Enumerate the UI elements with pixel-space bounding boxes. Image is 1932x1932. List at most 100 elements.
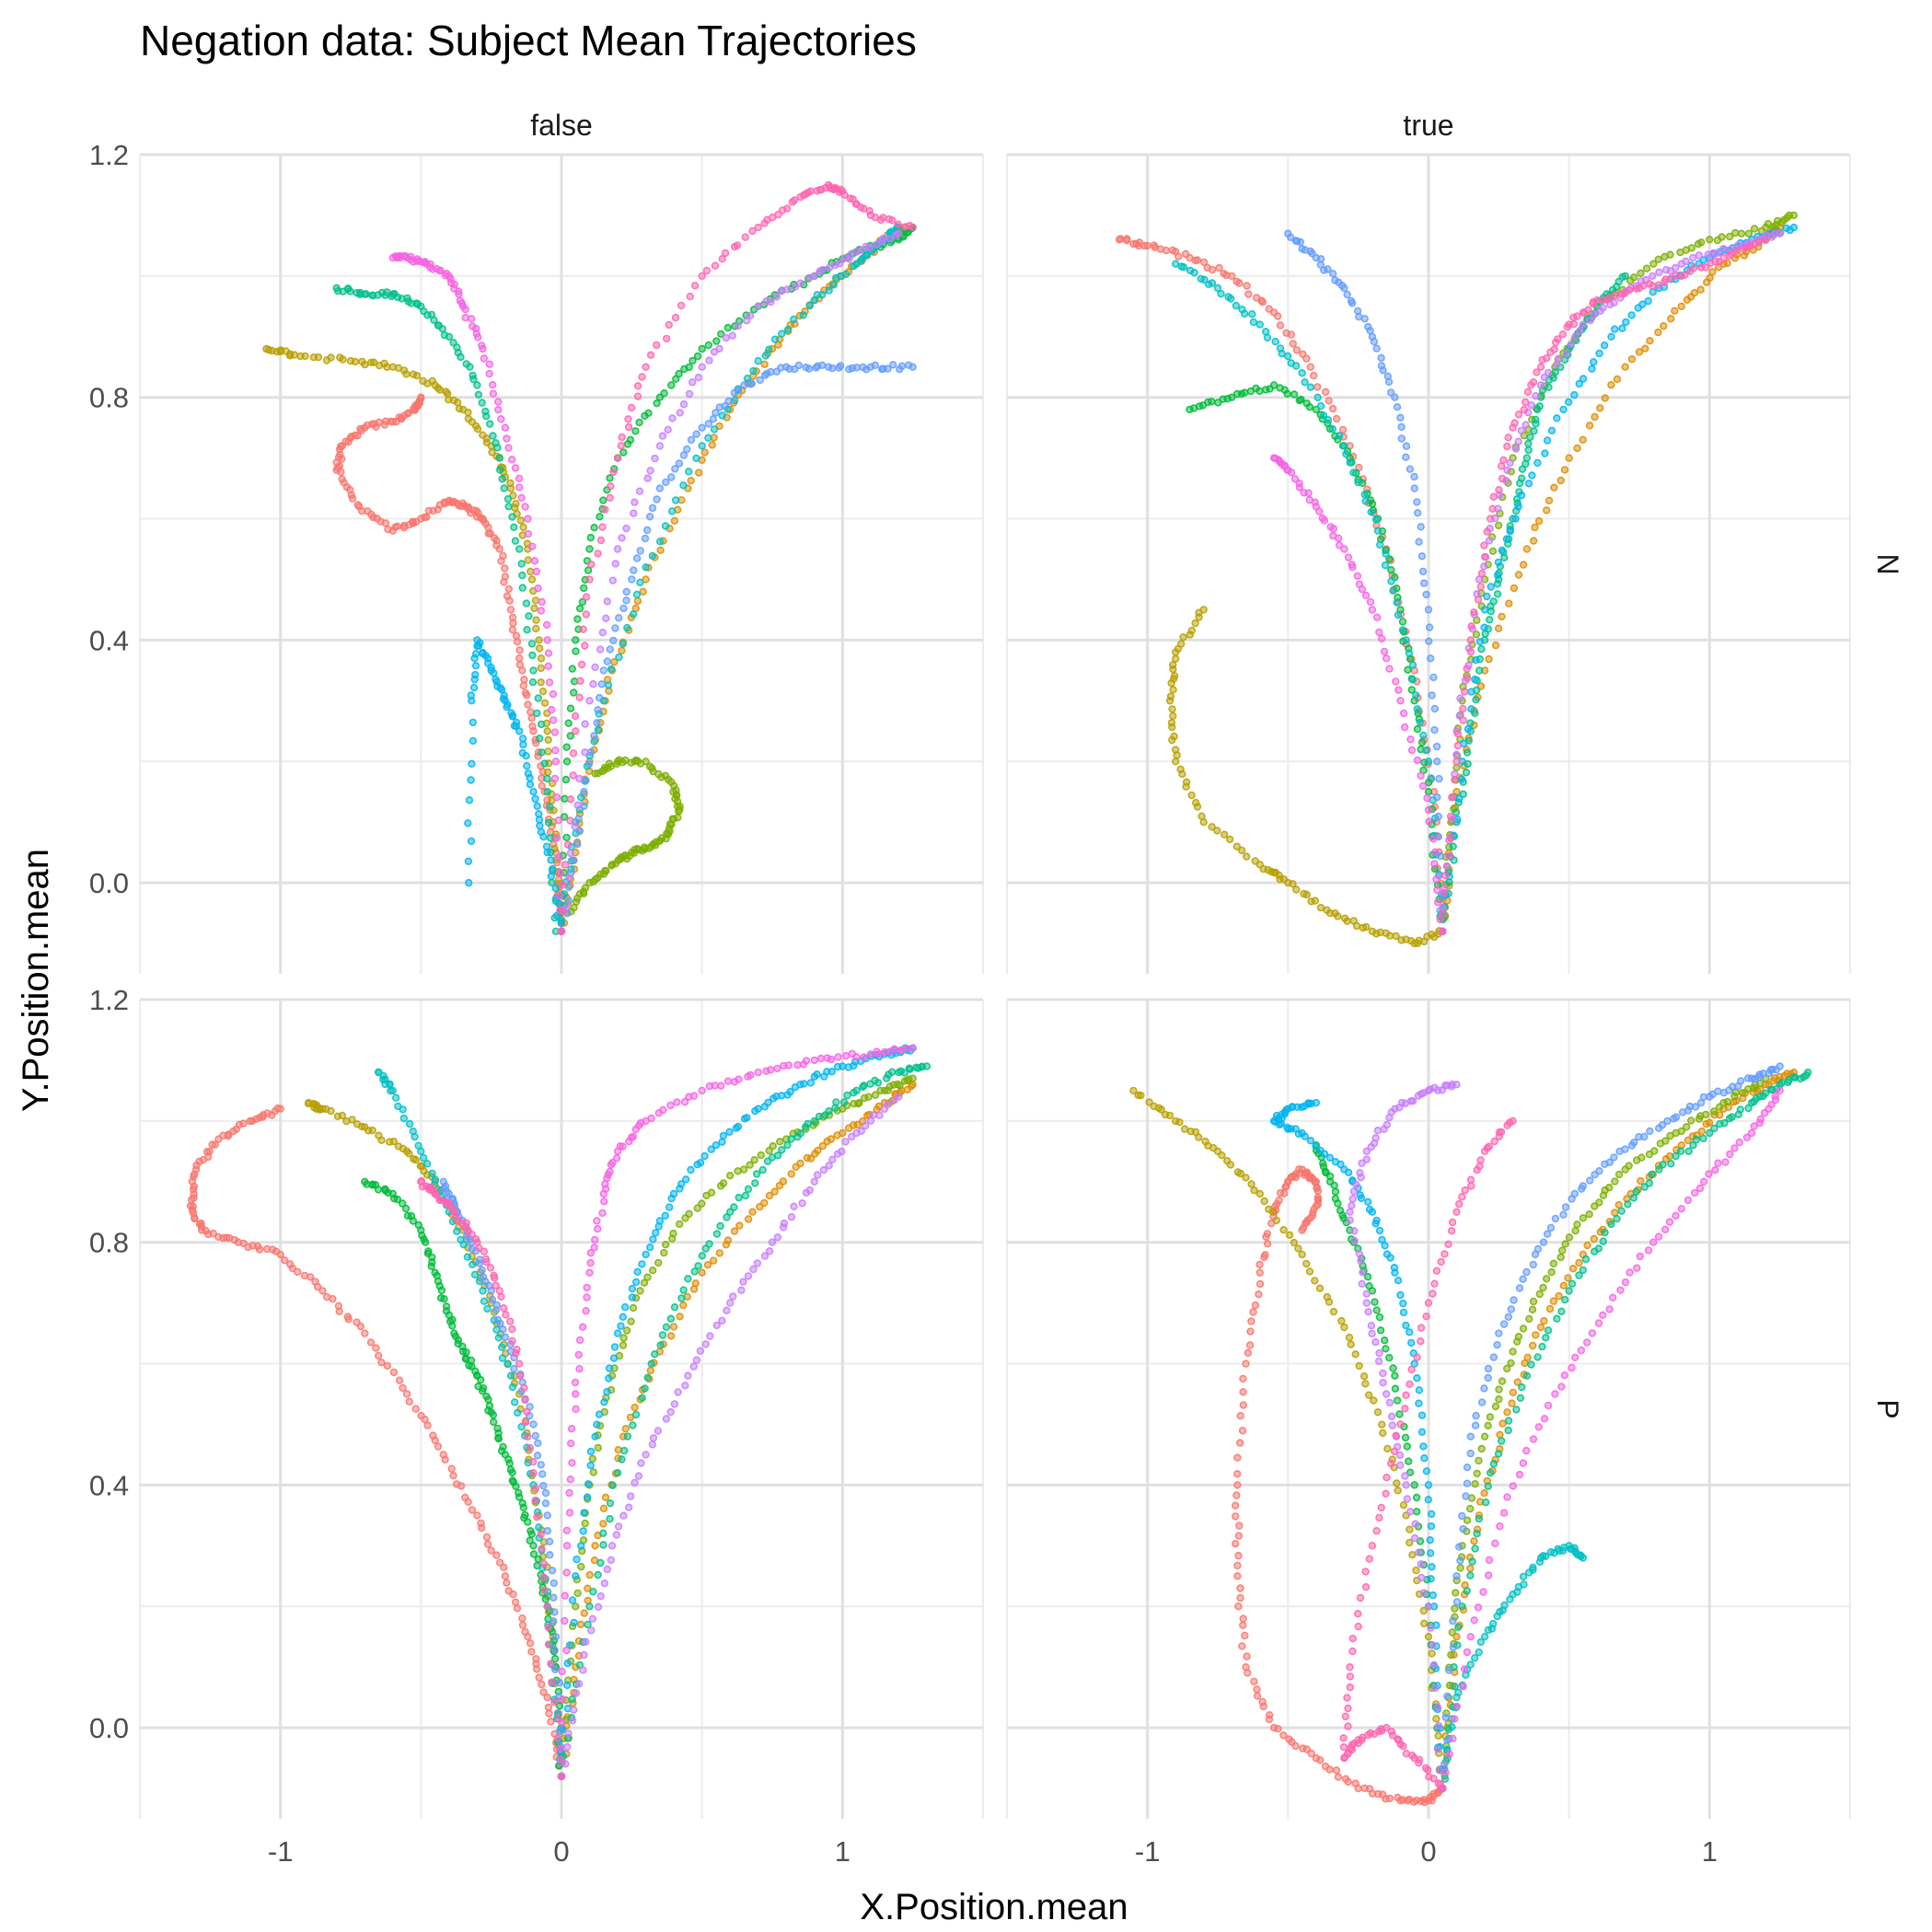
data-point	[646, 351, 655, 359]
data-point	[607, 665, 616, 674]
data-point	[734, 322, 742, 330]
data-point	[897, 362, 907, 370]
data-point	[648, 503, 657, 513]
data-point	[834, 1053, 842, 1061]
data-point	[609, 1354, 619, 1362]
data-point	[1272, 1216, 1281, 1225]
data-point	[600, 1197, 608, 1206]
data-point	[525, 612, 533, 620]
data-point	[556, 1745, 564, 1753]
data-point	[1374, 1357, 1383, 1366]
data-point	[775, 1138, 784, 1146]
data-point	[1452, 750, 1461, 758]
data-point	[1204, 280, 1213, 289]
data-point	[610, 1343, 619, 1351]
data-point	[503, 494, 513, 503]
data-point	[1575, 1258, 1583, 1267]
data-point	[1671, 307, 1679, 315]
data-point	[1453, 741, 1463, 750]
data-point	[521, 1417, 530, 1427]
data-point	[1747, 1128, 1756, 1138]
data-point	[1459, 1683, 1467, 1691]
data-point	[504, 1587, 513, 1595]
data-point	[1346, 1683, 1355, 1692]
data-point	[1187, 626, 1197, 635]
data-point	[1480, 552, 1489, 561]
data-point	[1595, 1166, 1603, 1175]
data-point	[568, 665, 576, 673]
data-point	[1477, 569, 1487, 578]
data-point	[1305, 495, 1314, 504]
data-point	[1532, 392, 1540, 400]
data-point	[751, 1179, 759, 1187]
data-point	[584, 566, 593, 574]
data-point	[1386, 1459, 1395, 1468]
data-point	[1400, 723, 1409, 732]
panel-grid	[139, 998, 984, 1819]
data-point	[1391, 1384, 1400, 1393]
data-point	[1590, 1234, 1599, 1244]
data-point	[1306, 1136, 1315, 1145]
data-point	[1690, 289, 1699, 297]
data-point	[701, 1340, 710, 1348]
data-point	[702, 266, 711, 275]
data-point	[1480, 1632, 1489, 1641]
data-point	[628, 575, 636, 584]
data-point	[1411, 1520, 1419, 1528]
data-point	[1300, 489, 1308, 497]
data-point	[214, 1232, 223, 1242]
data-point	[1640, 1132, 1649, 1141]
data-point	[518, 735, 527, 743]
data-point	[436, 1293, 445, 1302]
data-point	[1406, 735, 1415, 744]
data-point	[1123, 235, 1131, 243]
data-point	[518, 571, 526, 580]
data-point	[1422, 746, 1430, 755]
data-point	[1517, 474, 1526, 482]
data-point	[1361, 591, 1371, 600]
data-point	[1171, 260, 1180, 268]
data-point	[522, 599, 531, 607]
data-point	[1231, 1512, 1240, 1521]
data-point	[503, 592, 512, 600]
data-point	[735, 1193, 743, 1202]
data-point	[1556, 1253, 1565, 1262]
data-point	[1383, 372, 1393, 380]
data-point	[1692, 1135, 1701, 1144]
data-point	[669, 1189, 678, 1198]
data-point	[468, 759, 476, 768]
chart-title: Negation data: Subject Mean Trajectories	[140, 17, 917, 64]
data-point	[649, 1434, 658, 1442]
data-point	[1459, 704, 1467, 713]
data-point	[619, 1446, 629, 1455]
data-point	[1536, 1323, 1545, 1332]
data-point	[575, 827, 584, 835]
data-point	[1520, 1580, 1528, 1589]
data-point	[1265, 1205, 1273, 1214]
data-point	[802, 1057, 811, 1065]
data-point	[1524, 445, 1533, 455]
data-point	[473, 642, 481, 651]
y-axis-label: Y.Position.mean	[16, 849, 56, 1112]
data-point	[1637, 269, 1645, 277]
data-point	[1508, 1399, 1516, 1407]
data-point	[528, 722, 537, 731]
data-point	[521, 688, 530, 698]
data-point	[1484, 1482, 1493, 1490]
data-point	[1567, 340, 1576, 349]
data-point	[628, 1284, 637, 1293]
data-point	[1486, 515, 1495, 523]
data-point	[642, 363, 650, 371]
data-point	[586, 1447, 596, 1456]
data-point	[1546, 1223, 1556, 1232]
data-point	[580, 1509, 588, 1517]
data-point	[558, 881, 567, 889]
data-point	[1243, 1652, 1251, 1660]
data-point	[540, 699, 550, 707]
data-point	[828, 1155, 837, 1164]
data-point	[513, 1604, 522, 1613]
facet-column-label: true	[1403, 109, 1453, 142]
data-point	[1325, 397, 1333, 405]
data-point	[1455, 794, 1463, 803]
